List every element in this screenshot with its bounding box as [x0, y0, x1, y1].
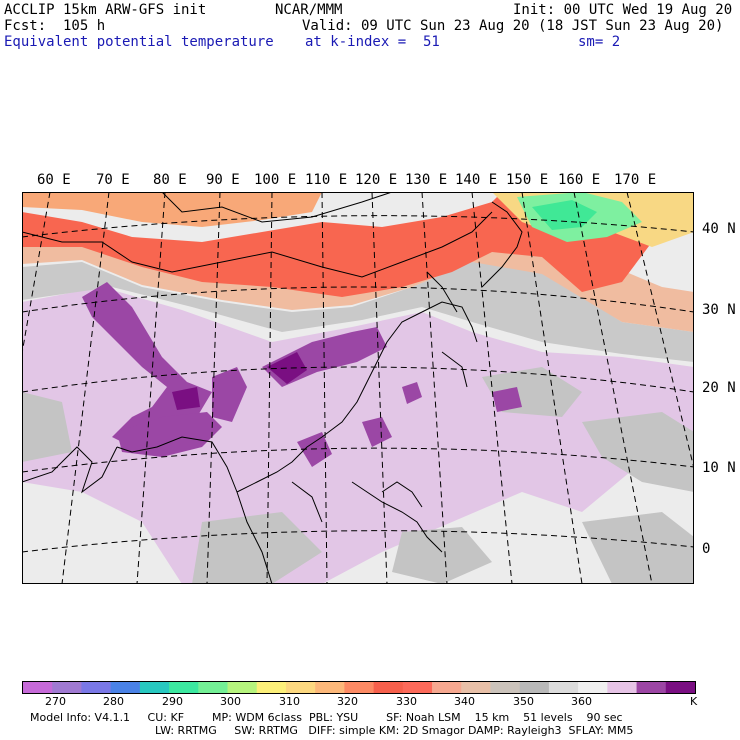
purple-patch [402, 382, 422, 404]
map-frame [22, 192, 694, 584]
coastlines [22, 192, 523, 584]
colorbar-swatch [490, 682, 521, 693]
colorbar-swatch [373, 682, 404, 693]
forecast-hour: Fcst: 105 h [4, 18, 106, 34]
lon-label: 60 E [37, 172, 71, 188]
colorbar-label: 340 [454, 695, 475, 708]
colorbar [22, 681, 696, 694]
colorbar-label: 270 [45, 695, 66, 708]
model-info-line: Model Info: V4.1.1 CU: KF MP: WDM 6class… [30, 711, 623, 724]
lavender-zone [22, 287, 694, 584]
colorbar-swatch [665, 682, 696, 693]
colorbar-swatch [81, 682, 112, 693]
colorbar-swatch [285, 682, 316, 693]
colorbar-swatch [23, 682, 53, 693]
colorbar-unit: K [690, 695, 698, 708]
purple-patch [492, 387, 522, 412]
purple-core [267, 352, 307, 384]
field-name: Equivalent potential temperature [4, 34, 274, 50]
colorbar-frame [22, 681, 696, 694]
colorbar-label: 290 [162, 695, 183, 708]
lon-label: 70 E [96, 172, 130, 188]
colorbar-swatch [256, 682, 287, 693]
colorbar-swatch [548, 682, 579, 693]
model-title: ACCLIP 15km ARW-GFS init [4, 2, 207, 18]
colorbar-label: 350 [513, 695, 534, 708]
lon-label: 120 E [355, 172, 398, 188]
colorbar-swatch [578, 682, 608, 693]
lat-label: 40 N [702, 221, 736, 237]
lon-label: 90 E [206, 172, 240, 188]
lat-label: 10 N [702, 460, 736, 476]
purple-indochina [212, 367, 247, 422]
lon-label: 140 E [455, 172, 498, 188]
theta-e-map [22, 192, 694, 584]
lat-label: 20 N [702, 380, 736, 396]
colorbar-label: 300 [220, 695, 241, 708]
purple-bay [117, 412, 222, 457]
physics-info-line: LW: RRTMG SW: RRTMG DIFF: simple KM: 2D … [155, 724, 634, 737]
gray-patch [22, 392, 72, 462]
lon-label: 170 E [614, 172, 657, 188]
valid-time: Valid: 09 UTC Sun 23 Aug 20 (18 JST Sun … [302, 18, 724, 34]
colorbar-swatch [227, 682, 258, 693]
colorbar-swatch [636, 682, 667, 693]
lon-label: 160 E [558, 172, 601, 188]
purple-scs [297, 432, 332, 467]
colorbar-swatch [519, 682, 550, 693]
lon-label: 80 E [153, 172, 187, 188]
colorbar-label: 330 [396, 695, 417, 708]
lon-label: 150 E [506, 172, 549, 188]
lat-label: 30 N [702, 302, 736, 318]
lon-label: 100 E [254, 172, 297, 188]
org-label: NCAR/MMM [275, 2, 343, 18]
colorbar-label: 280 [103, 695, 124, 708]
smoothing-label: sm= 2 [578, 34, 621, 50]
init-time: Init: 00 UTC Wed 19 Aug 20 [513, 2, 733, 18]
level-label: at k-index = 51 [305, 34, 440, 50]
gray-patch [192, 512, 322, 584]
lon-label: 130 E [405, 172, 448, 188]
gray-patch [392, 527, 492, 584]
colorbar-label: 320 [337, 695, 358, 708]
lat-label: 0 [702, 541, 711, 557]
colorbar-swatch [461, 682, 491, 693]
colorbar-swatch [344, 682, 375, 693]
colorbar-swatch [110, 682, 141, 693]
lat-lon-grid [22, 192, 694, 584]
colorbar-swatch [169, 682, 199, 693]
purple-core [172, 387, 200, 410]
colorbar-label: 310 [279, 695, 300, 708]
gray-band [22, 262, 694, 362]
lon-label: 110 E [305, 172, 348, 188]
colorbar-swatch [432, 682, 462, 693]
green-core [532, 200, 597, 230]
colorbar-swatch [402, 682, 433, 693]
purple-patch [362, 417, 392, 447]
colorbar-swatch [607, 682, 638, 693]
gray-patch [582, 512, 694, 584]
colorbar-swatch [139, 682, 170, 693]
colorbar-swatch [52, 682, 82, 693]
colorbar-swatch [315, 682, 345, 693]
colorbar-swatch [198, 682, 229, 693]
colorbar-label: 360 [571, 695, 592, 708]
gray-patch [582, 412, 694, 492]
